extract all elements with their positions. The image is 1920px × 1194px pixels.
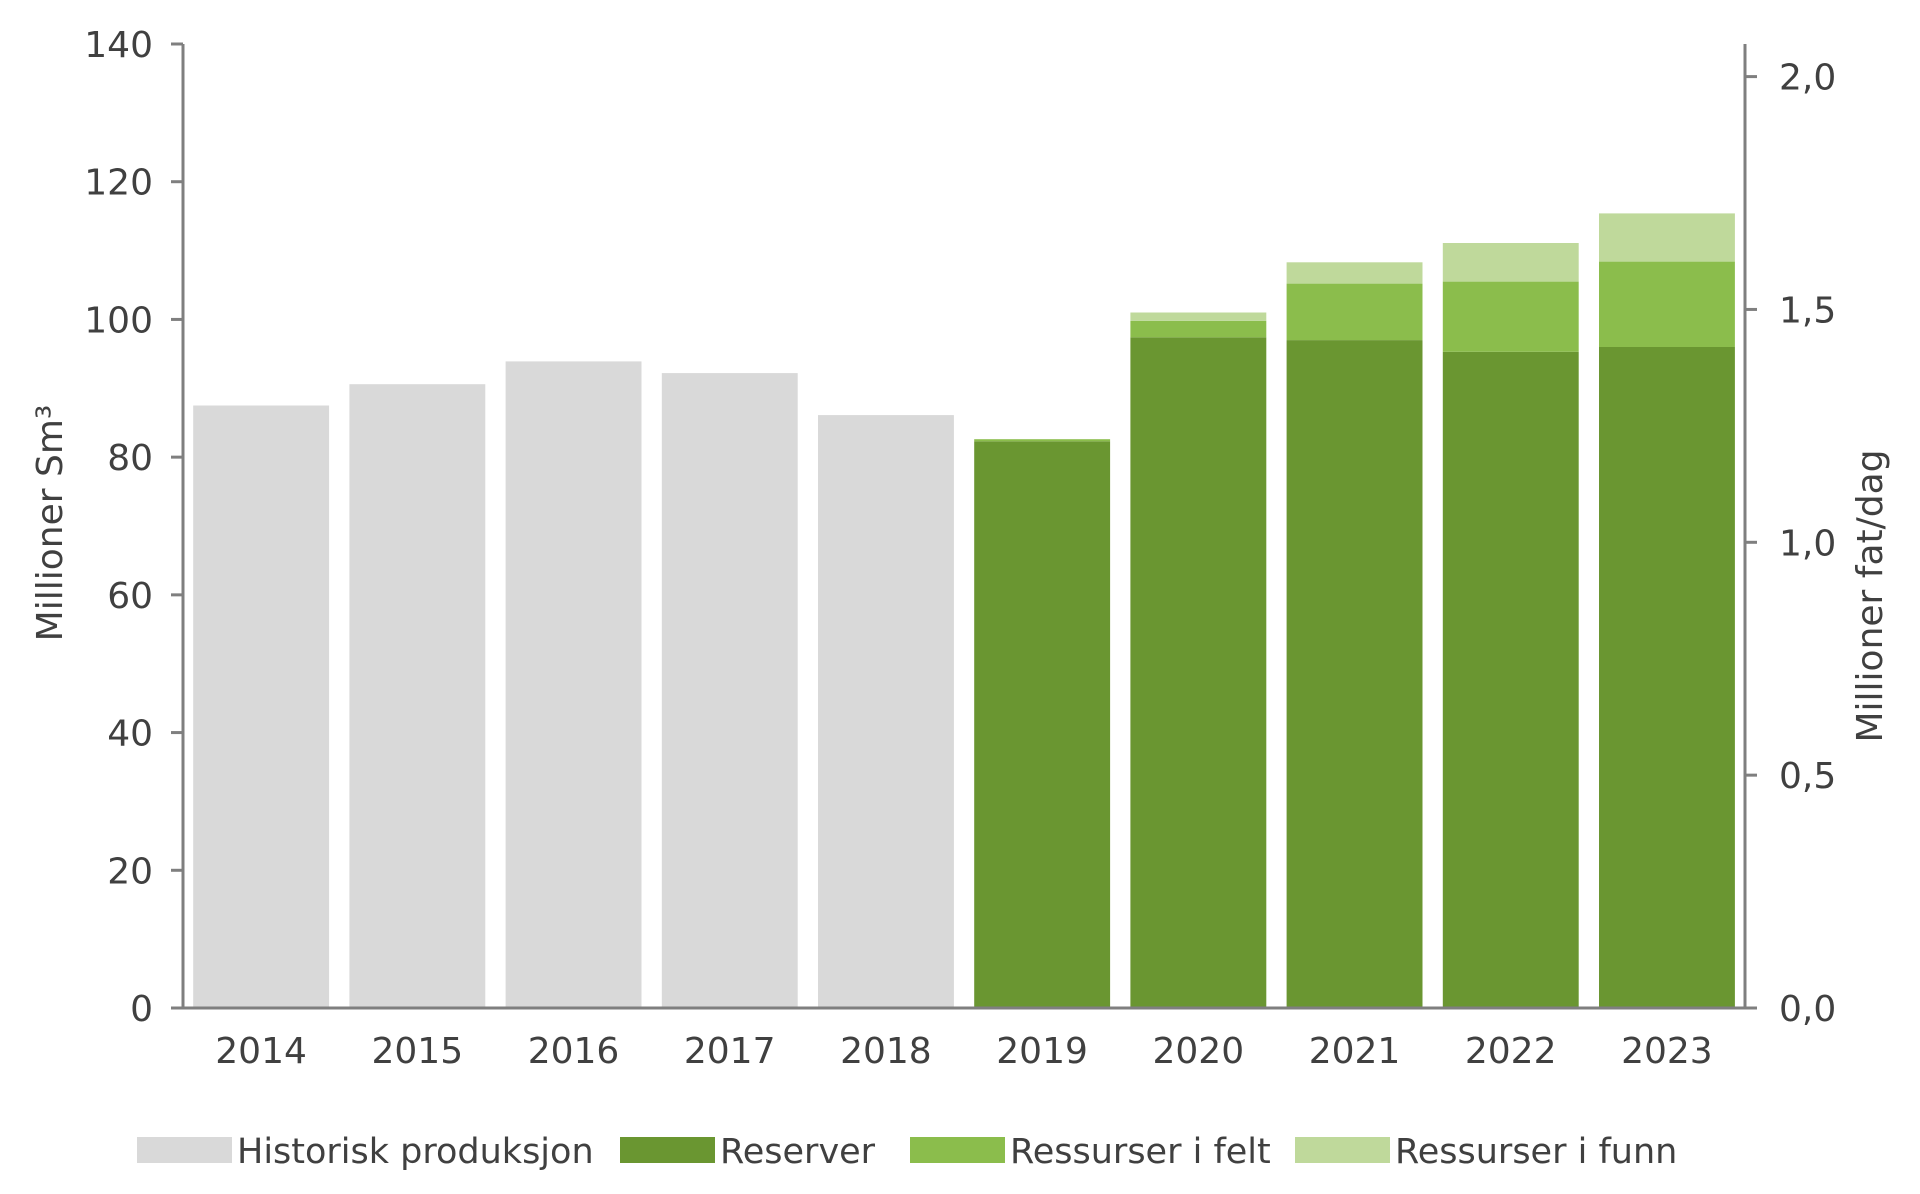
bar-historisk-produksjon-2016: [505, 361, 642, 1008]
bar-historisk-produksjon-2017: [661, 373, 798, 1009]
bar-reserver-2019: [974, 441, 1111, 1008]
y-left-tick-label: 120: [84, 163, 153, 204]
bar-historisk-produksjon-2018: [818, 415, 954, 1009]
bar-ressurser-i-felt-2020: [1130, 320, 1267, 338]
y-left-tick-label: 80: [107, 438, 153, 479]
legend-label: Historisk produksjon: [237, 1132, 594, 1172]
x-tick-label: 2015: [371, 1031, 463, 1072]
bar-ressurser-i-funn-2023: [1599, 213, 1735, 262]
legend-swatch-reserver: [620, 1137, 715, 1163]
x-tick-label: 2019: [996, 1031, 1088, 1072]
legend-swatch-ressurser-i-funn: [1295, 1137, 1390, 1163]
y-left-tick-label: 0: [130, 989, 153, 1030]
y-right-tick-label: 1,5: [1779, 290, 1836, 331]
bar-ressurser-i-felt-2023: [1599, 261, 1735, 347]
y-left-tick-label: 140: [84, 25, 153, 66]
bar-ressurser-i-felt-2022: [1442, 281, 1579, 352]
y-left-tick-label: 100: [84, 300, 153, 341]
y-right-tick-label: 0,5: [1779, 756, 1836, 797]
bar-ressurser-i-funn-2022: [1442, 243, 1579, 282]
bar-ressurser-i-funn-2020: [1130, 312, 1267, 321]
x-tick-label: 2016: [528, 1031, 620, 1072]
bar-ressurser-i-funn-2021: [1286, 262, 1423, 284]
x-tick-label: 2017: [684, 1031, 776, 1072]
x-tick-label: 2014: [215, 1031, 307, 1072]
bar-reserver-2022: [1442, 351, 1579, 1008]
x-tick-label: 2021: [1309, 1031, 1401, 1072]
legend-label: Ressurser i felt: [1010, 1132, 1271, 1172]
legend-swatch-historisk-produksjon: [137, 1137, 232, 1163]
y-axis-left-title: Millioner Sm³: [30, 405, 71, 642]
y-right-tick-label: 2,0: [1779, 58, 1836, 99]
bar-historisk-produksjon-2014: [193, 405, 330, 1008]
legend-swatch-ressurser-i-felt: [910, 1137, 1005, 1163]
legend-label: Ressurser i funn: [1395, 1132, 1677, 1172]
legend-label: Reserver: [720, 1132, 876, 1172]
bar-reserver-2020: [1130, 337, 1267, 1008]
bars-layer: [193, 213, 1735, 1009]
y-left-tick-label: 20: [107, 851, 153, 892]
y-right-tick-label: 1,0: [1779, 523, 1836, 564]
axes-layer: 2014 2015 2016 2017 2018 2019 2020 2021 2022 2023…: [84, 25, 1836, 1072]
y-axis-right-title: Millioner fat/dag: [1850, 449, 1891, 742]
x-tick-label: 2018: [840, 1031, 932, 1072]
bar-reserver-2021: [1286, 340, 1423, 1009]
x-tick-label: 2020: [1152, 1031, 1244, 1072]
bar-reserver-2023: [1599, 347, 1735, 1008]
bar-ressurser-i-felt-2021: [1286, 283, 1423, 341]
x-tick-label: 2023: [1621, 1031, 1713, 1072]
legend: Historisk produksjon Reserver Ressurser i …: [137, 1132, 1677, 1172]
y-right-tick-label: 0,0: [1779, 989, 1836, 1030]
bar-historisk-produksjon-2015: [349, 384, 486, 1008]
bar-ressurser-i-felt-2019: [974, 439, 1111, 442]
y-left-tick-label: 60: [107, 576, 153, 617]
y-left-tick-label: 40: [107, 714, 153, 755]
x-tick-label: 2022: [1465, 1031, 1557, 1072]
